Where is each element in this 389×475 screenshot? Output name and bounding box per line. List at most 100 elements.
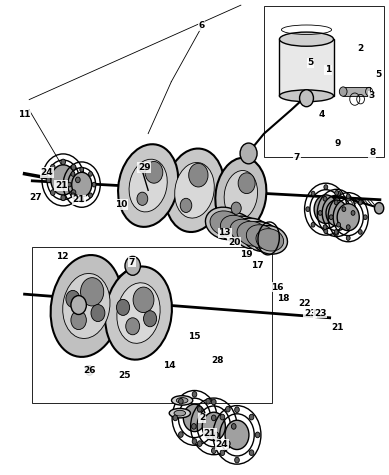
- Circle shape: [206, 399, 210, 404]
- Text: 10: 10: [115, 200, 127, 209]
- Circle shape: [80, 197, 84, 202]
- Circle shape: [80, 167, 84, 172]
- Ellipse shape: [129, 159, 167, 212]
- Circle shape: [144, 311, 157, 327]
- Circle shape: [214, 432, 219, 438]
- Text: 5: 5: [307, 58, 314, 67]
- Ellipse shape: [105, 266, 172, 360]
- Circle shape: [334, 200, 338, 205]
- Ellipse shape: [174, 410, 186, 416]
- Text: 24: 24: [215, 440, 228, 449]
- Circle shape: [72, 172, 92, 197]
- Bar: [32, 247, 272, 403]
- Circle shape: [206, 432, 210, 437]
- Circle shape: [249, 450, 254, 456]
- Text: 29: 29: [138, 163, 151, 172]
- Ellipse shape: [279, 90, 333, 102]
- Text: 26: 26: [83, 366, 96, 375]
- Ellipse shape: [216, 158, 266, 232]
- Circle shape: [255, 432, 260, 438]
- Text: 7: 7: [129, 257, 135, 266]
- Circle shape: [329, 215, 333, 219]
- Text: 21: 21: [55, 181, 68, 190]
- Circle shape: [46, 177, 51, 183]
- Circle shape: [300, 90, 314, 107]
- Circle shape: [335, 190, 338, 195]
- Circle shape: [324, 185, 328, 190]
- Circle shape: [235, 407, 239, 413]
- Ellipse shape: [169, 408, 191, 418]
- Circle shape: [238, 173, 255, 194]
- Circle shape: [314, 195, 338, 223]
- Ellipse shape: [63, 274, 110, 339]
- Bar: [343, 87, 370, 96]
- Ellipse shape: [224, 171, 258, 219]
- Circle shape: [89, 193, 93, 198]
- Circle shape: [71, 171, 75, 176]
- Ellipse shape: [210, 211, 241, 236]
- Text: 21: 21: [331, 323, 343, 332]
- Ellipse shape: [252, 226, 287, 254]
- Text: 17: 17: [251, 261, 264, 270]
- Ellipse shape: [226, 216, 262, 245]
- Circle shape: [220, 414, 225, 420]
- Circle shape: [91, 304, 105, 322]
- Text: 11: 11: [18, 110, 30, 119]
- Circle shape: [226, 406, 230, 412]
- Text: 5: 5: [375, 70, 381, 79]
- Ellipse shape: [279, 32, 333, 46]
- Circle shape: [71, 190, 76, 195]
- Circle shape: [61, 159, 65, 165]
- Text: 24: 24: [41, 168, 53, 177]
- Ellipse shape: [242, 222, 279, 251]
- Circle shape: [358, 200, 362, 205]
- Text: 15: 15: [188, 332, 201, 341]
- Circle shape: [323, 196, 327, 201]
- Circle shape: [226, 441, 230, 446]
- Text: 25: 25: [119, 371, 131, 380]
- Ellipse shape: [205, 207, 245, 239]
- Circle shape: [81, 278, 104, 306]
- Text: 16: 16: [271, 283, 284, 292]
- Circle shape: [334, 229, 338, 234]
- Text: 13: 13: [218, 228, 231, 238]
- Ellipse shape: [246, 225, 275, 248]
- Circle shape: [326, 200, 347, 226]
- Circle shape: [183, 404, 206, 432]
- Text: 23: 23: [314, 309, 326, 318]
- Text: 3: 3: [368, 91, 375, 100]
- Circle shape: [51, 165, 75, 195]
- Text: 6: 6: [198, 21, 205, 30]
- Circle shape: [346, 194, 350, 199]
- Text: 19: 19: [240, 249, 252, 258]
- Circle shape: [125, 256, 140, 275]
- Text: 7: 7: [294, 153, 300, 162]
- Ellipse shape: [217, 212, 254, 242]
- Circle shape: [336, 222, 340, 227]
- Circle shape: [336, 191, 340, 196]
- Ellipse shape: [118, 144, 178, 227]
- Text: 2: 2: [357, 44, 364, 53]
- Text: 22: 22: [298, 299, 311, 308]
- Text: 12: 12: [56, 252, 69, 261]
- Circle shape: [323, 225, 327, 229]
- Circle shape: [358, 229, 362, 234]
- Circle shape: [86, 366, 93, 375]
- Text: 21: 21: [72, 195, 85, 204]
- Circle shape: [197, 441, 202, 446]
- Circle shape: [179, 399, 183, 404]
- Circle shape: [89, 171, 93, 176]
- Circle shape: [192, 391, 197, 397]
- Circle shape: [306, 207, 310, 211]
- Circle shape: [71, 193, 75, 198]
- Circle shape: [71, 311, 86, 330]
- Circle shape: [311, 222, 315, 227]
- Circle shape: [133, 287, 154, 313]
- Circle shape: [61, 195, 65, 200]
- Circle shape: [92, 182, 96, 187]
- Circle shape: [220, 450, 225, 456]
- Ellipse shape: [172, 396, 193, 405]
- Circle shape: [137, 192, 148, 205]
- Ellipse shape: [230, 219, 258, 242]
- Ellipse shape: [256, 228, 284, 251]
